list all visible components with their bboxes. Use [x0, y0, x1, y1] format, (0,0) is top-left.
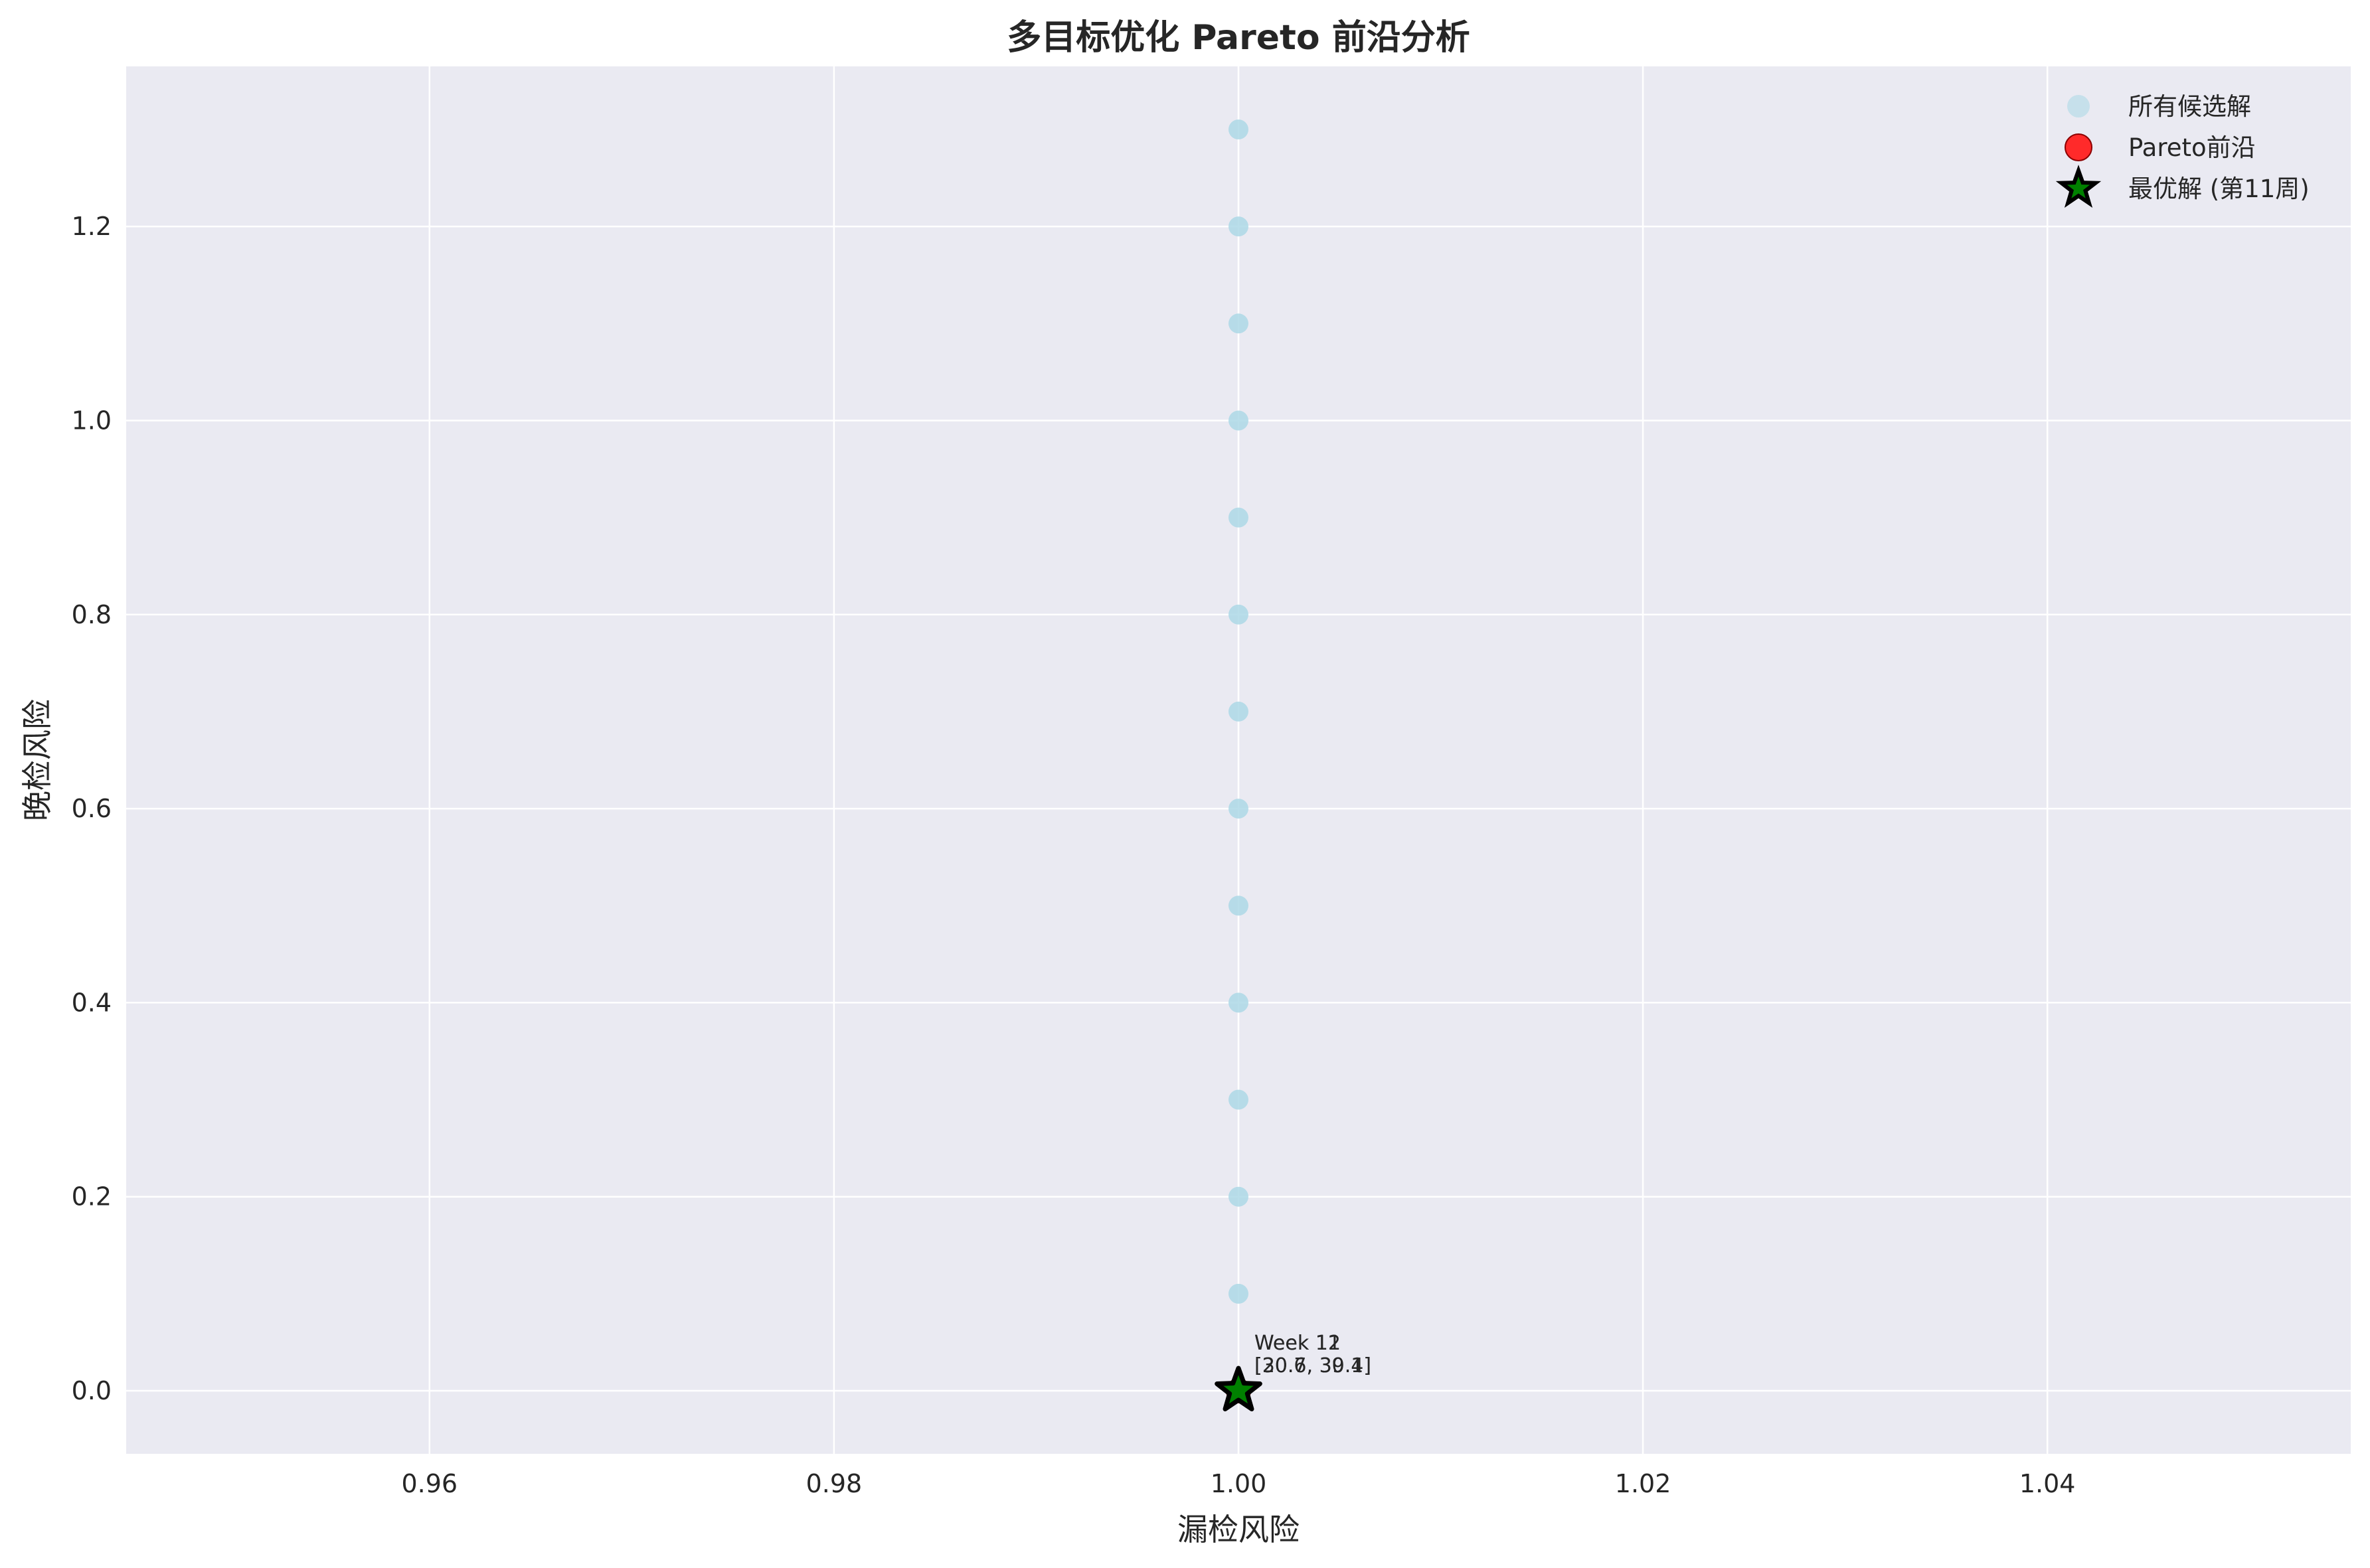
- x-tick-label: 0.96: [402, 1469, 458, 1498]
- annotation-objective-values: [30.7, 39.4]: [1254, 1354, 1371, 1377]
- x-axis-title: 漏检风险: [1177, 1512, 1300, 1547]
- candidate-point: [1228, 1283, 1248, 1304]
- y-tick-label: 1.0: [72, 406, 112, 435]
- candidate-point: [1228, 119, 1248, 139]
- x-tick-label: 1.00: [1211, 1469, 1267, 1498]
- y-tick-label: 1.2: [72, 212, 112, 241]
- candidate-point: [1228, 896, 1248, 916]
- y-tick-labels: 0.0 0.2 0.4 0.6 0.8 1.0 1.2: [72, 212, 112, 1405]
- y-tick-label: 0.4: [72, 988, 112, 1017]
- candidate-point: [1228, 701, 1248, 722]
- candidate-point: [1228, 604, 1248, 625]
- legend-marker-optimal-solution: [2055, 165, 2102, 208]
- x-tick-label: 1.02: [1615, 1469, 1671, 1498]
- legend-marker-pareto-front: [2065, 133, 2092, 161]
- y-axis-title: 晚检风险: [19, 699, 55, 821]
- annotation-objective-values: [20.6, 30.1]: [1254, 1354, 1371, 1377]
- legend: 所有候选解 Pareto前沿 最优解 (第11周): [2055, 92, 2310, 208]
- data-points: [1215, 119, 1262, 1412]
- annotation-week-label: Week 11: [1254, 1332, 1341, 1355]
- y-tick-label: 0.6: [72, 794, 112, 823]
- y-tick-label: 0.2: [72, 1182, 112, 1212]
- candidate-point: [1228, 1186, 1248, 1207]
- candidate-point: [1228, 410, 1248, 431]
- point-annotations: Week 11[30.7, 39.4]Week 12[20.6, 30.1]: [1254, 1332, 1371, 1377]
- chart-title: 多目标优化 Pareto 前沿分析: [1007, 18, 1470, 58]
- candidate-point: [1228, 992, 1248, 1013]
- y-tick-label: 0.8: [72, 600, 112, 629]
- legend-label-optimal-solution: 最优解 (第11周): [2128, 175, 2310, 203]
- y-tick-label: 0.0: [72, 1376, 112, 1405]
- candidate-point: [1228, 507, 1248, 528]
- candidate-point: [1228, 313, 1248, 334]
- candidate-point: [1228, 799, 1248, 819]
- candidate-point: [1228, 216, 1248, 237]
- optimal-star-marker: [1215, 1366, 1262, 1412]
- candidate-point: [1228, 1089, 1248, 1110]
- x-tick-labels: 0.96 0.98 1.00 1.02 1.04: [402, 1469, 2076, 1498]
- x-tick-label: 0.98: [806, 1469, 863, 1498]
- annotation-week-label: Week 12: [1254, 1332, 1341, 1355]
- x-tick-label: 1.04: [2019, 1469, 2076, 1498]
- legend-label-all-candidates: 所有候选解: [2128, 92, 2251, 121]
- legend-label-pareto-front: Pareto前沿: [2128, 133, 2256, 162]
- legend-marker-all-candidates: [2067, 95, 2090, 118]
